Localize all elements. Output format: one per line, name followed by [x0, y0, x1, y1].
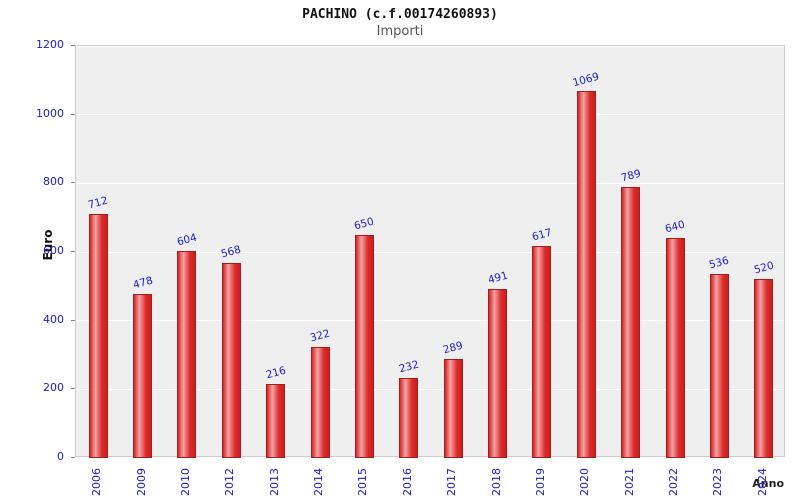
bar: [177, 250, 197, 458]
x-tick-label: 2006: [90, 468, 104, 496]
x-tick-label: 2016: [400, 468, 414, 496]
y-tick-mark: [71, 457, 75, 458]
bar: [133, 293, 153, 458]
x-tick-label: 2021: [622, 468, 636, 496]
bar: [754, 279, 774, 458]
bar: [621, 187, 641, 458]
bar: [488, 289, 508, 458]
gridline: [76, 251, 784, 253]
bar-value-label: 491: [486, 270, 509, 287]
bar: [576, 90, 596, 458]
y-tick-label: 0: [57, 450, 64, 463]
x-tick-label: 2012: [223, 468, 237, 496]
gridline: [76, 320, 784, 322]
y-tick-mark: [71, 113, 75, 115]
bar: [532, 246, 552, 458]
gridline: [76, 45, 784, 47]
x-tick-label: 2013: [267, 468, 281, 496]
y-tick-mark: [71, 251, 75, 252]
bar: [310, 347, 330, 458]
bar: [266, 383, 286, 458]
bar-value-label: 232: [397, 358, 421, 376]
x-tick-label: 2023: [711, 468, 725, 496]
bar: [221, 262, 241, 458]
plot-area: 712 478 604 568 216 322 650 232 289 491 617 1069 789…: [75, 45, 785, 458]
x-tick-label: 2015: [356, 468, 370, 496]
x-tick-label: 2022: [667, 468, 681, 496]
bar-value-label: 712: [86, 194, 110, 211]
y-tick-label: 800: [43, 175, 64, 189]
x-tick-label: 2024: [755, 468, 769, 496]
bar-value-label: 322: [308, 328, 332, 345]
bar-value-label: 650: [353, 215, 376, 233]
bar-value-label: 289: [441, 339, 465, 357]
x-tick-label: 2010: [178, 468, 192, 496]
y-tick-label: 1000: [36, 106, 64, 120]
gridline: [76, 388, 784, 390]
bar-value-label: 568: [220, 243, 243, 261]
bar-value-label: 1069: [571, 70, 601, 90]
bar: [399, 378, 419, 458]
y-tick-label: 200: [43, 381, 64, 395]
chart-title: PACHINO (c.f.00174260893): [302, 7, 498, 22]
y-tick-label: 400: [43, 312, 64, 326]
bar-value-label: 478: [131, 274, 154, 292]
x-tick-label: 2017: [445, 468, 459, 496]
x-tick-label: 2020: [578, 468, 592, 496]
y-tick-mark: [71, 182, 75, 184]
x-tick-label: 2014: [312, 468, 326, 496]
bar-value-label: 216: [264, 364, 287, 382]
bar: [443, 358, 463, 458]
y-tick-mark: [71, 388, 75, 390]
chart-subtitle: Importi: [376, 24, 424, 39]
x-axis-title: Anno: [752, 477, 784, 490]
x-tick-label: 2009: [134, 468, 148, 496]
y-tick-label: 1200: [36, 38, 64, 51]
bar-value-label: 536: [708, 254, 731, 272]
gridline: [76, 182, 784, 184]
bar: [354, 234, 374, 458]
y-tick-mark: [71, 319, 75, 321]
bar-value-label: 520: [752, 260, 776, 277]
bar: [665, 238, 685, 458]
bar-value-label: 617: [530, 226, 554, 244]
bar-value-label: 640: [663, 218, 687, 236]
bar-value-label: 604: [175, 231, 199, 249]
x-tick-label: 2019: [533, 468, 547, 496]
bar: [88, 213, 108, 458]
y-tick-label: 600: [43, 244, 64, 257]
y-tick-mark: [71, 45, 75, 46]
bar: [709, 273, 729, 458]
gridline: [76, 114, 784, 116]
bar-value-label: 789: [619, 167, 642, 185]
x-tick-label: 2018: [489, 468, 503, 496]
